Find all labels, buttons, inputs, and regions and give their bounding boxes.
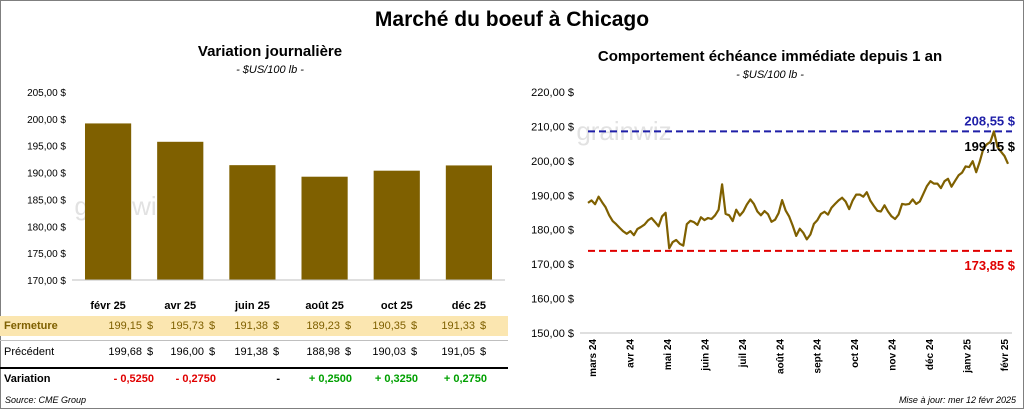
table-cell: 191,33 [441, 320, 475, 332]
right-chart-subtitle: - $US/100 lb - [736, 69, 804, 81]
table-row-variation: Variation - 0,5250 - 0,2750 - + 0,2500 + 0,32… [0, 367, 508, 389]
table-cell: 191,05 [441, 346, 475, 358]
table-cell: + 0,3250 [374, 373, 418, 385]
low-value-label: 173,85 $ [964, 258, 1015, 273]
update-note: Mise à jour: mer 12 févr 2025 [898, 395, 1016, 405]
y-tick-label: 195,00 $ [27, 142, 66, 153]
x-tick-label: août 24 [775, 339, 786, 374]
y-tick-label: 175,00 $ [27, 249, 66, 260]
x-tick-label: juil 24 [738, 339, 749, 369]
unit-label: $ [209, 346, 216, 358]
source-note: Source: CME Group [5, 395, 87, 405]
unit-label: $ [411, 320, 418, 332]
table-cell: - [276, 373, 280, 385]
row-separator [0, 340, 508, 341]
row-label: Variation [4, 373, 51, 385]
y-tick-label: 200,00 $ [531, 156, 574, 168]
x-tick-label: oct 24 [850, 339, 861, 368]
table-row-fermeture: Fermeture 199,15 $195,73 $191,38 $189,23 $190… [0, 316, 508, 336]
x-tick-label: févr 25 [90, 300, 125, 312]
x-tick-label: mai 24 [663, 339, 674, 371]
row-label: Précédent [4, 346, 55, 358]
x-tick-label: mars 24 [588, 339, 599, 377]
unit-label: $ [345, 320, 352, 332]
bar [157, 141, 204, 280]
x-tick-label: août 25 [305, 300, 344, 312]
bar-chart: grainwiz170,00 $175,00 $180,00 $185,00 $… [27, 88, 505, 312]
x-tick-label: janv 25 [963, 339, 974, 374]
bar [373, 170, 420, 280]
page-title: Marché du boeuf à Chicago [374, 8, 650, 31]
table-cell: 190,35 [372, 320, 406, 332]
x-tick-label: sept 24 [813, 339, 824, 374]
y-tick-label: 150,00 $ [531, 328, 574, 340]
x-tick-label: oct 25 [381, 300, 413, 312]
table-cell: 195,73 [170, 320, 204, 332]
y-tick-label: 190,00 $ [27, 169, 66, 180]
y-tick-label: 190,00 $ [531, 190, 574, 202]
right-chart-title: Comportement échéance immédiate depuis 1… [597, 48, 943, 65]
x-tick-label: déc 24 [925, 339, 936, 371]
x-tick-label: avr 24 [625, 339, 636, 368]
unit-label: $ [209, 320, 216, 332]
table-cell: 191,38 [234, 346, 268, 358]
x-tick-label: févr 25 [1000, 339, 1011, 372]
y-tick-label: 170,00 $ [531, 259, 574, 271]
table-cell: 188,98 [306, 346, 340, 358]
table-row-precedent: Précédent 199,68 $196,00 $191,38 $188,98 $190… [0, 342, 508, 362]
x-tick-label: avr 25 [164, 300, 196, 312]
unit-label: $ [273, 320, 280, 332]
left-chart-subtitle: - $US/100 lb - [236, 64, 304, 76]
table-cell: + 0,2750 [443, 373, 487, 385]
unit-label: $ [411, 346, 418, 358]
table-cell: 190,03 [372, 346, 406, 358]
y-tick-label: 170,00 $ [27, 276, 66, 287]
y-tick-label: 180,00 $ [27, 222, 66, 233]
unit-label: $ [147, 320, 154, 332]
y-tick-label: 180,00 $ [531, 225, 574, 237]
last-value-label: 199,15 $ [964, 139, 1015, 154]
table-cell: + 0,2500 [308, 373, 352, 385]
high-value-label: 208,55 $ [964, 113, 1015, 128]
table-cell: 199,68 [108, 346, 142, 358]
x-tick-label: déc 25 [452, 300, 486, 312]
y-tick-label: 200,00 $ [27, 115, 66, 126]
y-tick-label: 185,00 $ [27, 195, 66, 206]
bar [84, 123, 132, 280]
x-tick-label: nov 24 [888, 339, 899, 371]
bar [445, 165, 493, 280]
unit-label: $ [480, 320, 487, 332]
unit-label: $ [273, 346, 280, 358]
left-chart-title: Variation journalière [197, 43, 343, 60]
unit-label: $ [147, 346, 154, 358]
price-series-line [587, 130, 1010, 250]
row-label: Fermeture [4, 320, 58, 332]
table-cell: 191,38 [234, 320, 268, 332]
table-cell: - 0,5250 [113, 373, 154, 385]
bar [301, 176, 348, 280]
unit-label: $ [345, 346, 352, 358]
table-cell: 189,23 [306, 320, 340, 332]
unit-label: $ [480, 346, 487, 358]
bar [229, 165, 276, 280]
table-cell: 199,15 [108, 320, 142, 332]
table-cell: 196,00 [170, 346, 204, 358]
y-tick-label: 160,00 $ [531, 294, 574, 306]
y-tick-label: 205,00 $ [27, 88, 66, 99]
y-tick-label: 220,00 $ [531, 87, 574, 99]
table-cell: - 0,2750 [175, 373, 216, 385]
x-tick-label: juin 24 [700, 339, 711, 372]
x-tick-label: juin 25 [234, 300, 270, 312]
y-tick-label: 210,00 $ [531, 121, 574, 133]
